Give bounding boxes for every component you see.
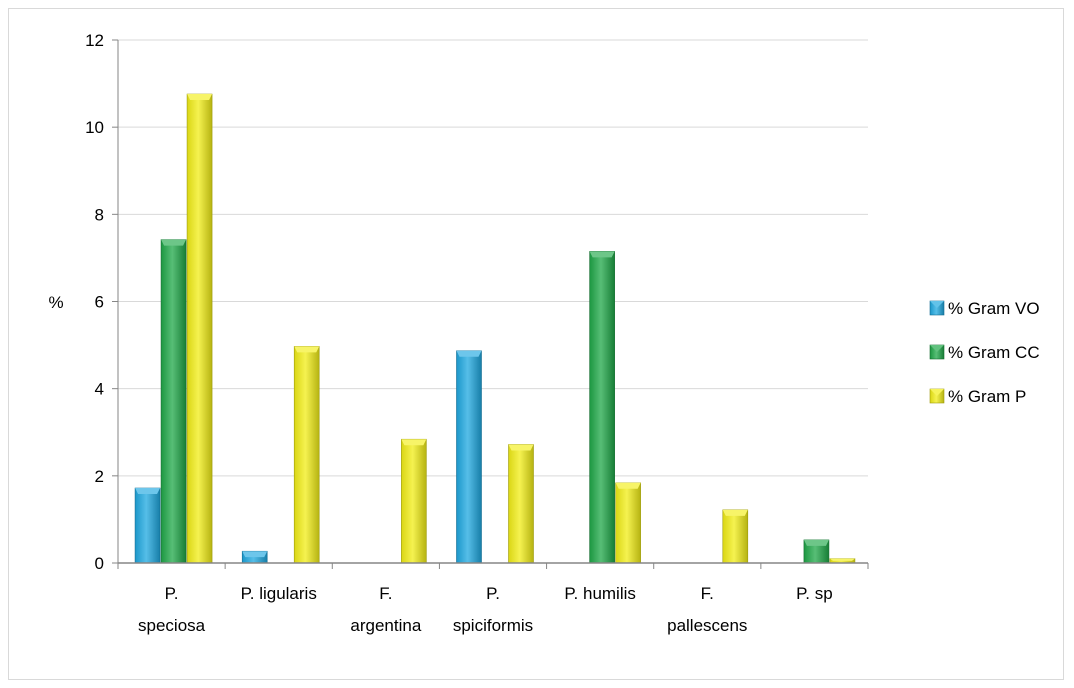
bar-body [589, 251, 615, 564]
bar-bevel-top [589, 251, 615, 258]
bars [134, 93, 856, 564]
bar-bevel-top [161, 239, 187, 246]
x-tick-label: argentina [350, 616, 421, 635]
x-tick-label: P. [165, 584, 179, 603]
y-tick-label: 6 [95, 293, 104, 312]
x-tick-label: F. [701, 584, 714, 603]
bar-bevel-top [135, 488, 161, 495]
bar-bevel-top [829, 558, 855, 561]
axes [112, 39, 869, 569]
legend-entry: % Gram P [929, 387, 1026, 406]
y-tick-label: 10 [85, 118, 104, 137]
bar [508, 444, 534, 564]
bar-body [293, 346, 320, 564]
bar-bevel-top [456, 350, 482, 357]
legend-swatch-bevel [930, 345, 944, 352]
bar-bevel-top [187, 94, 213, 101]
gridlines [118, 39, 868, 477]
bar-bevel-top [615, 482, 641, 489]
legend-label: % Gram P [948, 387, 1026, 406]
bar-body [615, 482, 641, 564]
x-tick-label: P. humilis [564, 584, 636, 603]
bar [401, 438, 427, 564]
bar-bevel-top [294, 346, 320, 353]
x-tick-label: P. ligularis [241, 584, 317, 603]
bar-body [508, 444, 534, 564]
x-tick-label: spiciformis [453, 616, 533, 635]
bar [615, 482, 641, 564]
bar [722, 509, 749, 564]
x-tick-label: pallescens [667, 616, 747, 635]
legend-swatch-bevel [930, 389, 944, 396]
bar-body [134, 487, 161, 564]
legend-swatch-bevel [930, 301, 944, 308]
bar [241, 550, 268, 564]
y-tick-label: 4 [95, 380, 104, 399]
y-axis-title: % [48, 293, 63, 312]
bar-body [160, 239, 187, 564]
x-tick-label: speciosa [138, 616, 206, 635]
bar [134, 487, 161, 564]
legend-entry: % Gram CC [929, 343, 1040, 362]
bar [456, 350, 482, 564]
bar [589, 251, 615, 564]
bar [293, 346, 320, 564]
y-tick-label: 12 [85, 31, 104, 50]
tick-labels: 0 2 4 6 8 10 12 P. speciosa P. ligularis F. argenti… [85, 31, 833, 635]
bar-bevel-top [401, 439, 427, 446]
legend-entry: % Gram VO [929, 299, 1040, 318]
bar-body [186, 93, 213, 564]
y-tick-label: 8 [95, 205, 104, 224]
bar-bevel-top [803, 539, 829, 546]
bar-bevel-top [508, 444, 534, 451]
bar-body [456, 350, 482, 564]
legend-label: % Gram VO [948, 299, 1040, 318]
x-tick-label: P. [486, 584, 500, 603]
x-tick-label: P. sp [796, 584, 833, 603]
bar [803, 539, 830, 564]
y-tick-label: 2 [95, 467, 104, 486]
bar-bevel-top [242, 551, 268, 558]
bar-body [722, 509, 749, 564]
legend: % Gram VO % Gram CC % Gram P [929, 299, 1040, 406]
legend-label: % Gram CC [948, 343, 1040, 362]
bar-bevel-top [722, 509, 748, 516]
bar [160, 239, 187, 564]
y-tick-label: 0 [95, 554, 104, 573]
bar [186, 93, 213, 564]
bar-body [401, 438, 427, 564]
x-tick-label: F. [379, 584, 392, 603]
